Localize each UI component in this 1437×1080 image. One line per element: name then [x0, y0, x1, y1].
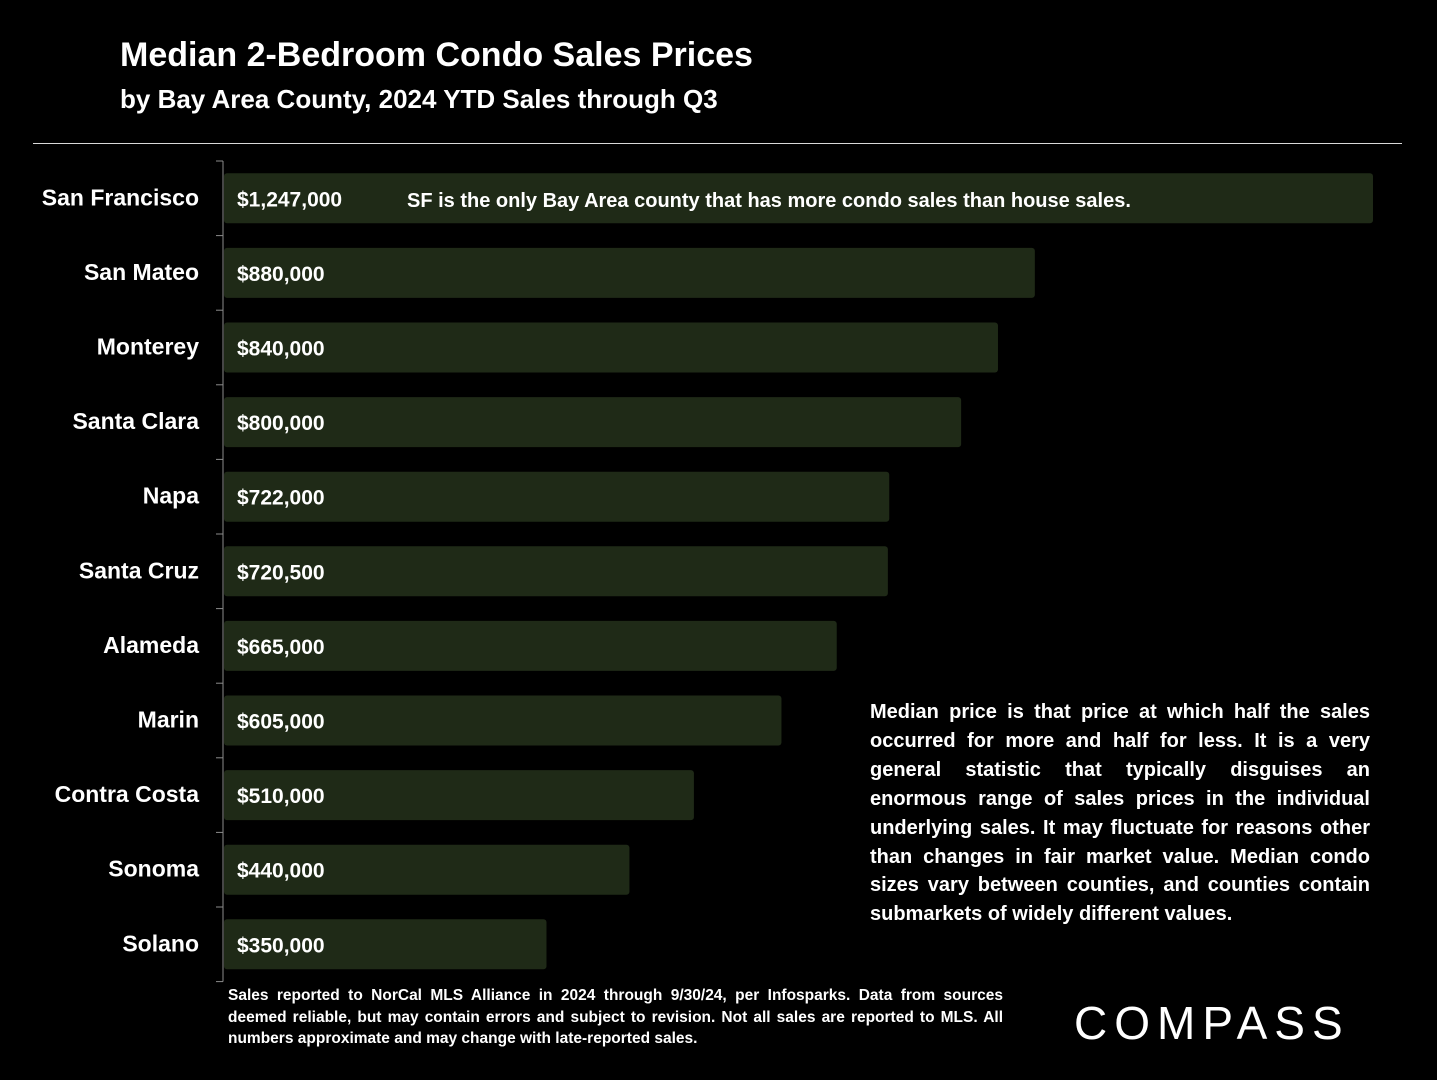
bar-value-label: $1,247,000	[237, 188, 342, 211]
bar	[224, 173, 1373, 224]
chart-title: Median 2-Bedroom Condo Sales Prices	[120, 36, 753, 74]
bar	[224, 770, 694, 821]
bar-value-label: $800,000	[237, 412, 325, 435]
category-label: San Francisco	[42, 184, 199, 210]
bar-value-label: $350,000	[237, 934, 325, 957]
bar	[224, 322, 998, 373]
category-label: Monterey	[97, 334, 199, 360]
category-label: Sonoma	[108, 856, 199, 882]
bar	[224, 844, 630, 895]
bar-value-label: $840,000	[237, 338, 325, 361]
bar-value-label: $605,000	[237, 711, 325, 734]
chart-subtitle: by Bay Area County, 2024 YTD Sales throu…	[120, 84, 718, 114]
bar-value-label: $440,000	[237, 860, 325, 883]
bar-value-label: $880,000	[237, 263, 325, 286]
category-label: Contra Costa	[55, 781, 200, 807]
category-label: Alameda	[103, 632, 199, 658]
category-label: Napa	[143, 483, 199, 509]
category-label: Santa Clara	[72, 408, 199, 434]
compass-logo-text: COMPASS	[1074, 997, 1350, 1049]
bar	[224, 620, 837, 671]
bar	[224, 247, 1035, 298]
bar	[224, 695, 782, 746]
bar-value-label: $720,500	[237, 561, 325, 584]
category-label: San Mateo	[84, 259, 199, 285]
category-label: Marin	[138, 707, 199, 733]
category-label: Santa Cruz	[79, 557, 199, 583]
bar	[224, 919, 547, 970]
bar-value-label: $722,000	[237, 487, 325, 510]
bar	[224, 471, 890, 522]
median-explanation-note: Median price is that price at which half…	[870, 701, 1370, 926]
bar-value-label: $665,000	[237, 636, 325, 659]
compass-logo: COMPASS	[1074, 997, 1350, 1049]
header-divider	[33, 143, 1402, 144]
category-label: Solano	[122, 930, 199, 956]
source-footnote: Sales reported to NorCal MLS Alliance in…	[228, 987, 1003, 1047]
bar	[224, 397, 962, 448]
bar	[224, 546, 888, 597]
sf-annotation: SF is the only Bay Area county that has …	[407, 190, 1131, 212]
bar-value-label: $510,000	[237, 785, 325, 808]
